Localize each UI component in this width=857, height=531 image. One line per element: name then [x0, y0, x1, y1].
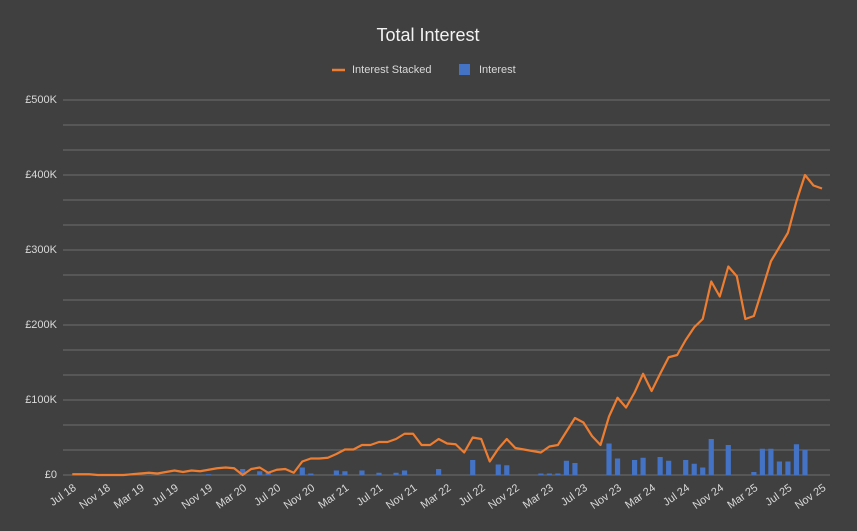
bar: [504, 465, 510, 475]
bar: [376, 472, 382, 475]
bar: [470, 460, 476, 475]
y-tick-label: £400K: [25, 169, 57, 181]
bar: [606, 443, 612, 475]
y-tick-label: £100K: [25, 394, 57, 406]
bar: [776, 461, 783, 475]
bar: [401, 470, 408, 475]
legend-swatch: [459, 64, 470, 75]
legend-label: Interest: [479, 64, 516, 76]
bar: [751, 472, 757, 475]
bar: [359, 470, 365, 475]
y-tick-label: £200K: [25, 319, 57, 331]
bar: [308, 473, 314, 475]
bar: [700, 467, 706, 475]
bar: [299, 467, 305, 475]
y-tick-label: £0: [45, 469, 57, 481]
y-tick-label: £500K: [25, 94, 57, 106]
y-tick-label: £300K: [25, 244, 57, 256]
bar: [631, 460, 638, 475]
bar: [657, 457, 663, 475]
bar: [436, 469, 442, 475]
bar: [257, 471, 263, 475]
bar: [691, 463, 697, 475]
bar: [342, 471, 348, 475]
bar: [768, 448, 774, 475]
bar: [614, 458, 621, 475]
bar: [393, 472, 399, 475]
bar: [563, 460, 570, 475]
bar: [333, 470, 339, 475]
bar: [666, 460, 672, 475]
bar: [495, 464, 501, 475]
bar: [546, 473, 552, 475]
bar: [793, 444, 800, 475]
bar: [555, 473, 561, 475]
bar: [538, 473, 544, 475]
bar: [725, 445, 731, 475]
legend-label: Interest Stacked: [352, 64, 432, 76]
bar: [240, 469, 246, 475]
chart-title: Total Interest: [376, 25, 479, 45]
bar: [785, 461, 791, 475]
bar: [802, 449, 808, 475]
bar: [572, 463, 578, 475]
bar: [708, 439, 714, 475]
bar: [683, 460, 689, 475]
line: [72, 173, 823, 477]
bar: [640, 457, 646, 475]
bar: [205, 474, 212, 475]
bar: [759, 448, 765, 475]
